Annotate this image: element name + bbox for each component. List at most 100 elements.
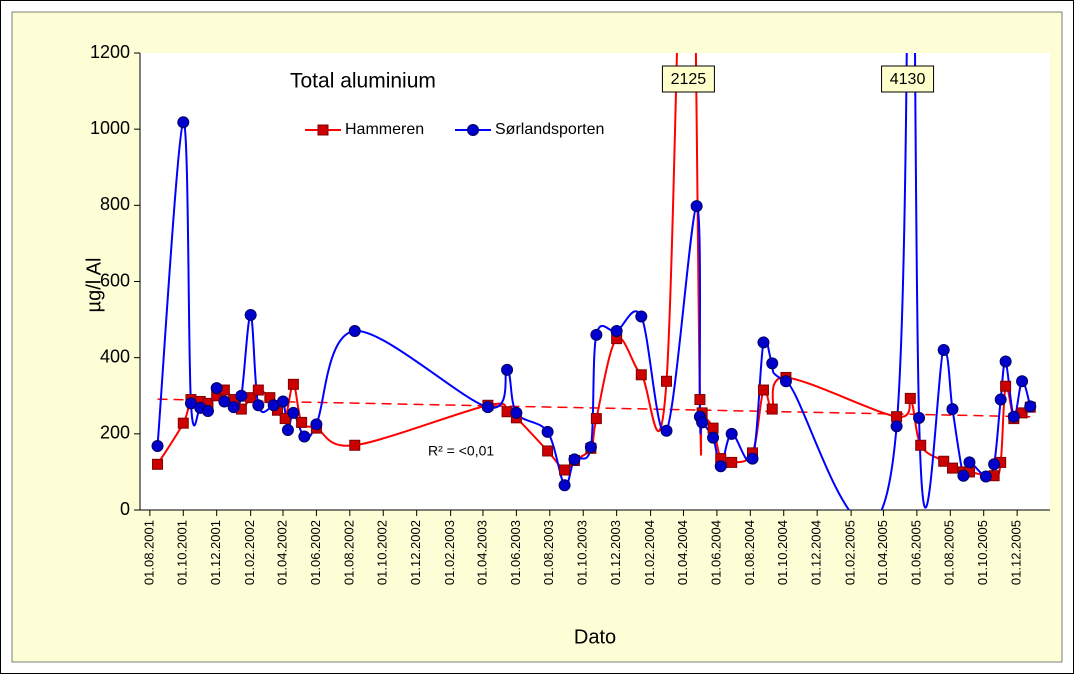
x-tick-label: 01.04.2002 <box>274 520 289 585</box>
marker <box>994 393 1007 406</box>
marker <box>660 375 672 387</box>
marker <box>1024 400 1037 413</box>
marker <box>913 411 926 424</box>
marker <box>584 441 597 454</box>
marker <box>542 445 554 457</box>
x-tick-label: 01.08.2005 <box>942 520 957 585</box>
marker <box>696 416 709 429</box>
marker <box>252 399 265 412</box>
marker <box>481 401 494 414</box>
marker <box>501 363 514 376</box>
marker <box>279 413 291 425</box>
value-label-box <box>881 65 935 93</box>
marker <box>590 328 603 341</box>
marker <box>541 425 554 438</box>
y-tick-label: 1200 <box>90 42 130 62</box>
marker <box>726 456 738 468</box>
legend-label: Hammeren <box>345 121 424 138</box>
marker <box>610 325 623 338</box>
marker <box>999 355 1012 368</box>
marker <box>348 325 361 338</box>
marker <box>151 440 164 453</box>
marker <box>1000 380 1012 392</box>
y-tick-label: 600 <box>100 270 130 290</box>
marker <box>310 418 323 431</box>
marker <box>757 336 770 349</box>
marker <box>177 116 190 129</box>
x-tick-label: 01.06.2002 <box>308 520 323 585</box>
x-tick-label: 01.06.2003 <box>508 520 523 585</box>
marker <box>714 460 727 473</box>
x-tick-label: 01.04.2003 <box>474 520 489 585</box>
trend-label: R² = <0,01 <box>428 443 494 459</box>
marker <box>938 455 950 467</box>
marker <box>891 411 903 423</box>
marker <box>349 439 361 451</box>
marker <box>558 479 571 492</box>
x-tick-label: 01.12.2002 <box>408 520 423 585</box>
marker <box>152 458 164 470</box>
marker <box>707 422 719 434</box>
x-tick-label: 01.08.2004 <box>742 520 757 585</box>
marker <box>218 395 231 408</box>
y-tick-label: 1000 <box>90 118 130 138</box>
value-label: 4130 <box>890 71 926 88</box>
marker <box>201 404 214 417</box>
marker <box>635 369 647 381</box>
x-tick-label: 01.10.2003 <box>575 520 590 585</box>
y-tick-label: 0 <box>120 499 130 519</box>
x-tick-label: 01.12.2004 <box>809 520 824 585</box>
marker <box>559 464 571 476</box>
x-tick-label: 01.02.2005 <box>843 520 858 585</box>
marker <box>766 357 779 370</box>
marker <box>779 375 792 388</box>
y-tick-label: 800 <box>100 194 130 214</box>
legend: Hammeren Sørlandsporten <box>305 121 604 138</box>
marker <box>660 424 673 437</box>
marker <box>287 406 300 419</box>
legend-marker <box>317 124 329 136</box>
marker <box>766 403 778 415</box>
marker <box>287 378 299 390</box>
marker <box>890 420 903 433</box>
marker <box>979 470 992 483</box>
x-tick-label: 01.04.2005 <box>875 520 890 585</box>
x-tick-label: 01.10.2002 <box>375 520 390 585</box>
x-tick-label: 01.10.2001 <box>175 520 190 585</box>
x-tick-label: 01.12.2003 <box>608 520 623 585</box>
marker <box>235 389 248 402</box>
x-tick-label: 01.12.2001 <box>208 520 223 585</box>
marker <box>510 406 523 419</box>
marker <box>957 469 970 482</box>
y-tick-label: 400 <box>100 346 130 366</box>
x-tick-label: 01.12.2005 <box>1009 520 1024 585</box>
marker <box>252 384 264 396</box>
value-label-box <box>661 65 715 93</box>
marker <box>1016 375 1029 388</box>
y-axis-title: µg/l Al <box>83 258 105 313</box>
marker <box>276 395 289 408</box>
chart-title: Total aluminium <box>290 70 436 93</box>
marker <box>281 424 294 437</box>
marker <box>988 458 1001 471</box>
marker <box>690 200 703 213</box>
marker <box>757 384 769 396</box>
marker <box>210 382 223 395</box>
marker <box>946 462 958 474</box>
marker <box>963 456 976 469</box>
x-tick-label: 01.06.2005 <box>908 520 923 585</box>
marker <box>590 413 602 425</box>
x-tick-label: 01.08.2003 <box>541 520 556 585</box>
marker <box>937 344 950 357</box>
marker <box>296 416 308 428</box>
x-tick-label: 01.04.2004 <box>675 520 690 585</box>
marker <box>694 394 706 406</box>
marker <box>707 431 720 444</box>
legend-label: Sørlandsporten <box>495 121 604 138</box>
x-tick-label: 01.02.2004 <box>642 520 657 585</box>
marker <box>635 310 648 323</box>
y-tick-label: 200 <box>100 423 130 443</box>
x-tick-label: 01.08.2001 <box>141 520 156 585</box>
x-tick-label: 01.02.2002 <box>242 520 257 585</box>
